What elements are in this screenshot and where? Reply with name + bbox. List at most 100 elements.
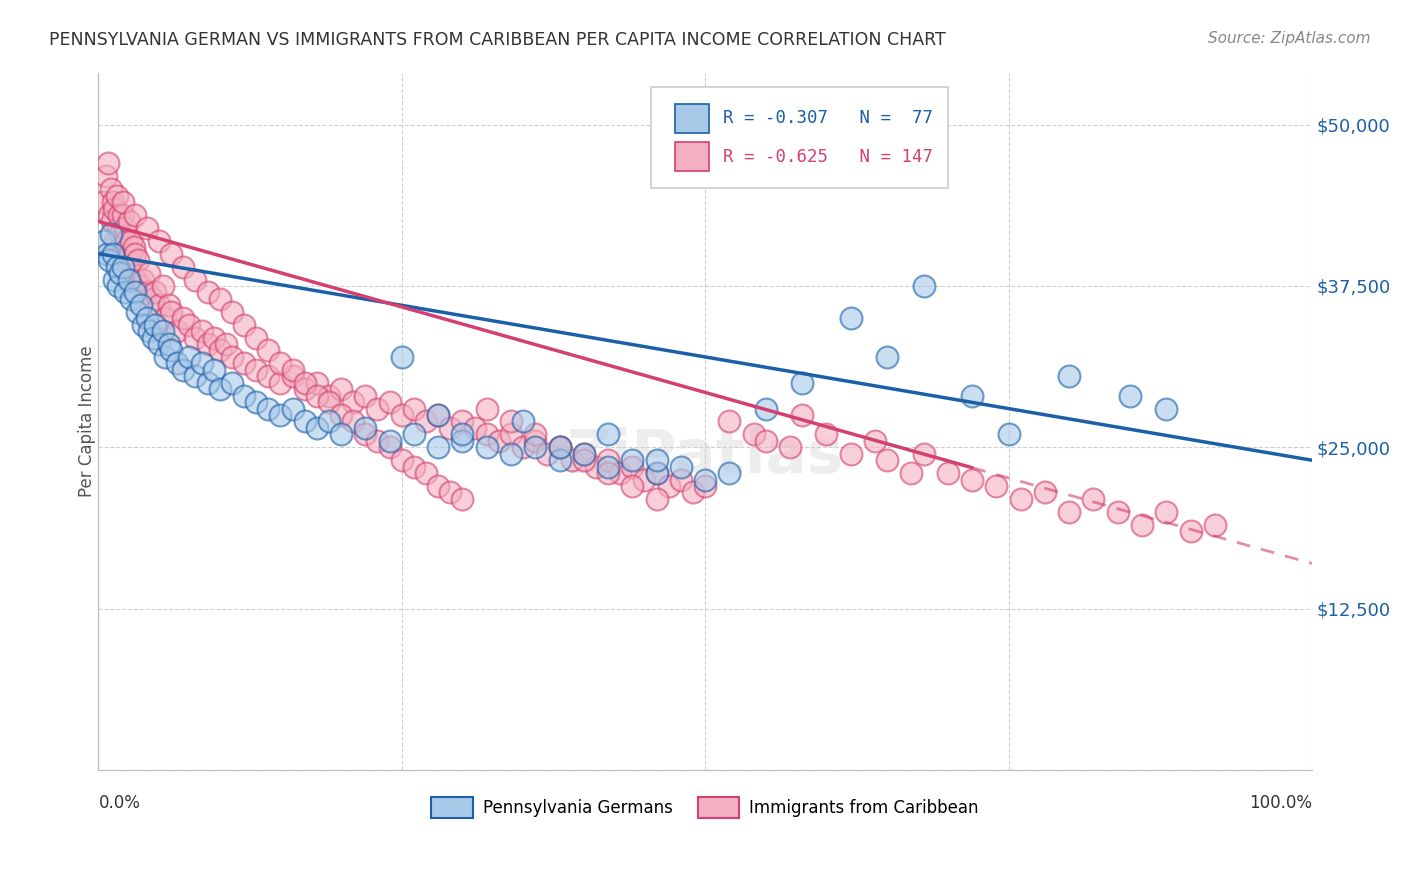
Point	[318, 395, 340, 409]
Point	[415, 466, 437, 480]
Point	[190, 356, 212, 370]
Point	[124, 285, 146, 300]
Point	[103, 202, 125, 216]
Point	[202, 363, 225, 377]
Point	[330, 408, 353, 422]
Point	[281, 363, 304, 377]
Point	[197, 337, 219, 351]
Point	[1130, 517, 1153, 532]
Point	[153, 350, 176, 364]
Point	[997, 427, 1019, 442]
Point	[166, 356, 188, 370]
Point	[179, 350, 201, 364]
Point	[294, 376, 316, 390]
Point	[912, 279, 935, 293]
Point	[117, 253, 139, 268]
Point	[621, 453, 644, 467]
Point	[184, 369, 207, 384]
Point	[104, 234, 127, 248]
Point	[475, 427, 498, 442]
Point	[120, 234, 142, 248]
Point	[118, 246, 141, 260]
Point	[98, 208, 121, 222]
Point	[100, 227, 122, 242]
Point	[257, 401, 280, 416]
Point	[427, 440, 450, 454]
Point	[354, 427, 377, 442]
Point	[111, 195, 134, 210]
Point	[475, 401, 498, 416]
Point	[269, 408, 291, 422]
Point	[839, 447, 862, 461]
Point	[499, 447, 522, 461]
Point	[792, 376, 814, 390]
Point	[755, 434, 778, 448]
Point	[402, 427, 425, 442]
Point	[101, 246, 124, 260]
Point	[101, 195, 124, 210]
Point	[682, 485, 704, 500]
Point	[912, 447, 935, 461]
Point	[135, 311, 157, 326]
Point	[499, 415, 522, 429]
Point	[221, 305, 243, 319]
Point	[524, 440, 547, 454]
Point	[172, 311, 194, 326]
Point	[93, 234, 115, 248]
Point	[779, 440, 801, 454]
Text: R = -0.307   N =  77: R = -0.307 N = 77	[723, 110, 934, 128]
Point	[105, 260, 128, 274]
Y-axis label: Per Capita Income: Per Capita Income	[79, 346, 96, 498]
Point	[166, 324, 188, 338]
Point	[524, 434, 547, 448]
Point	[233, 389, 256, 403]
Point	[305, 421, 328, 435]
Point	[596, 459, 619, 474]
Point	[124, 208, 146, 222]
Point	[633, 473, 655, 487]
Point	[197, 285, 219, 300]
Point	[124, 246, 146, 260]
Point	[172, 363, 194, 377]
Point	[160, 305, 183, 319]
Point	[572, 447, 595, 461]
Point	[986, 479, 1008, 493]
Point	[318, 415, 340, 429]
Point	[1119, 389, 1142, 403]
Point	[439, 421, 461, 435]
Point	[233, 318, 256, 332]
Point	[936, 466, 959, 480]
Point	[111, 260, 134, 274]
Point	[107, 279, 129, 293]
Point	[184, 330, 207, 344]
Point	[596, 466, 619, 480]
Point	[718, 466, 741, 480]
Point	[202, 330, 225, 344]
Point	[294, 382, 316, 396]
Point	[439, 485, 461, 500]
Point	[1154, 401, 1177, 416]
Point	[245, 395, 267, 409]
Point	[402, 401, 425, 416]
Point	[208, 343, 231, 358]
Point	[110, 227, 132, 242]
Point	[451, 491, 474, 506]
Point	[148, 234, 170, 248]
Point	[330, 382, 353, 396]
Point	[305, 376, 328, 390]
Point	[330, 427, 353, 442]
Point	[233, 356, 256, 370]
Point	[118, 214, 141, 228]
Point	[658, 479, 681, 493]
Point	[669, 473, 692, 487]
Point	[100, 214, 122, 228]
Point	[129, 298, 152, 312]
Point	[451, 427, 474, 442]
Point	[645, 491, 668, 506]
Point	[548, 440, 571, 454]
Point	[145, 285, 167, 300]
Point	[125, 272, 148, 286]
Point	[342, 415, 364, 429]
Bar	[675, 103, 709, 133]
Point	[451, 434, 474, 448]
